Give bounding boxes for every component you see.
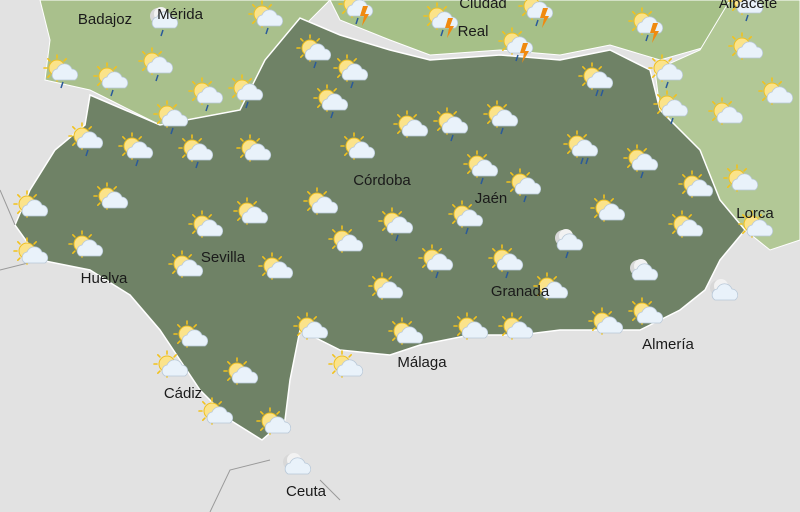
sun-cloud-rain-icon [506,168,542,203]
sun-cloud-icon [293,312,329,340]
sun-cloud-icon [198,397,234,425]
city-label: Lorca [736,205,774,222]
city-label: Mérida [157,6,204,23]
sun-cloud-rain-icon [313,84,349,119]
sun-cloud-rain-icon [153,100,189,135]
city-label: Ciudad [459,0,507,12]
moon-cloud-rain-icon [150,7,179,37]
sun-cloud-icon [236,134,272,162]
sun-cloud-icon [728,32,764,60]
city-label: Jaén [475,190,508,207]
storm-icon [338,0,374,26]
sun-cloud-rain-icon [488,244,524,279]
sun-cloud-icon [758,77,794,105]
sun-cloud-rain-icon [248,0,284,35]
sun-cloud-icon [368,272,404,300]
storm-icon [423,2,459,38]
sun-cloud-icon [340,132,376,160]
sun-cloud-icon [723,164,759,192]
sun-cloud-icon [590,194,626,222]
moon-cloud-icon [283,453,312,475]
sun-cloud-icon [393,110,429,138]
sun-cloud-rain-icon [463,150,499,185]
city-label: Cádiz [164,385,202,402]
sun-cloud-rain-icon [728,0,764,22]
city-label: Sevilla [201,249,246,266]
city-label: Huelva [81,270,128,287]
sun-cloud-icon [13,237,49,265]
sun-cloud-icon [13,190,49,218]
sun-cloud-rain-icon [178,134,214,169]
sun-cloud-icon [233,197,269,225]
city-label: Málaga [397,354,447,371]
sun-cloud-rain-icon [653,90,689,125]
sun-cloud-rain-icon [296,34,332,69]
sun-cloud-icon [188,210,224,238]
border-lines [0,189,341,512]
storm-icon [628,7,664,43]
sun-cloud-icon [328,225,364,253]
sun-cloud-icon [68,230,104,258]
sun-cloud-icon [173,320,209,348]
moon-cloud-rain-icon [555,229,584,259]
sun-cloud-icon [388,317,424,345]
sun-cloud-heavy-rain-icon [563,130,599,165]
sun-cloud-rain-icon [333,54,369,89]
city-label: Granada [491,283,550,300]
sun-cloud-icon [303,187,339,215]
city-label: Real [458,23,489,40]
storm-icon [498,27,534,63]
city-label: Albacete [719,0,777,12]
sun-cloud-rain-icon [433,107,469,142]
sun-cloud-rain-icon [378,207,414,242]
sun-cloud-icon [258,252,294,280]
moon-cloud-icon [710,279,739,301]
sun-cloud-icon [256,407,292,435]
sun-cloud-rain-icon [93,62,129,97]
sun-cloud-icon [453,312,489,340]
sun-cloud-rain-icon [418,244,454,279]
sun-cloud-icon [738,210,774,238]
moon-cloud-icon [630,259,659,281]
city-label: Almería [642,336,694,353]
sun-cloud-rain-icon [68,122,104,157]
sun-cloud-rain-icon [118,132,154,167]
sun-cloud-rain-icon [43,54,79,89]
storm-icon [518,0,554,28]
sun-cloud-rain-icon [648,54,684,89]
sun-cloud-icon [153,350,189,378]
sun-cloud-icon [168,250,204,278]
sun-cloud-icon [223,357,259,385]
sun-cloud-icon [708,97,744,125]
sun-cloud-icon [628,297,664,325]
sun-cloud-rain-icon [188,77,224,112]
sun-cloud-icon [93,182,129,210]
sun-cloud-icon [498,312,534,340]
sun-cloud-icon [328,350,364,378]
sun-cloud-icon [678,170,714,198]
sun-cloud-icon [533,272,569,300]
sun-cloud-rain-icon [228,74,264,109]
city-label: Ceuta [286,483,327,500]
sun-cloud-icon [668,210,704,238]
sun-cloud-rain-icon [448,200,484,235]
sun-cloud-rain-icon [138,47,174,82]
sun-cloud-icon [588,307,624,335]
sun-cloud-rain-icon [483,100,519,135]
sun-cloud-rain-icon [623,144,659,179]
city-label: Badajoz [78,11,132,28]
city-label: Córdoba [353,172,411,189]
sun-cloud-heavy-rain-icon [578,62,614,97]
